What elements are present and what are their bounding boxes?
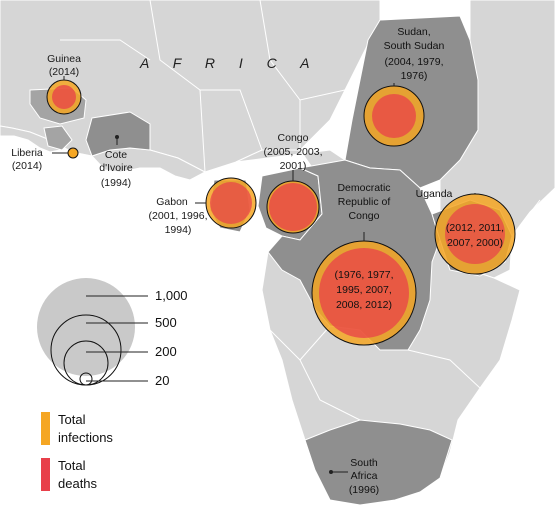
label-guinea-country: Guinea: [47, 53, 81, 65]
legend-swatch-infections: [41, 412, 50, 445]
label-drc-years-2: 1995, 2007,: [336, 284, 391, 296]
legend-infections-line2: infections: [58, 430, 113, 445]
legend-infections-line1: Total: [58, 412, 86, 427]
color-legend: Total infections Total deaths: [41, 412, 113, 491]
legend-deaths-line2: deaths: [58, 476, 98, 491]
label-south-africa-line1: South: [350, 457, 378, 469]
label-south-africa-years: (1996): [349, 484, 379, 496]
label-liberia-years: (2014): [12, 160, 42, 172]
label-drc-line3: Congo: [349, 210, 380, 222]
country-liberia: [43, 125, 73, 151]
bubble-deaths-guinea: [52, 85, 76, 109]
legend-value-200: 200: [155, 344, 177, 359]
label-cote-line2: d'Ivoire: [99, 162, 133, 174]
label-south-africa-line2: Africa: [351, 470, 378, 482]
label-drc-line1: Democratic: [337, 182, 390, 194]
land-guinea-coast: [0, 125, 62, 153]
internal-borders: [60, 0, 541, 421]
bubble-infections-liberia: [68, 148, 78, 158]
label-drc-years-3: 2008, 2012): [336, 299, 392, 311]
label-sudan-years-2: 1976): [401, 70, 428, 82]
legend-value-1000: 1,000: [155, 288, 188, 303]
label-congo-country: Congo: [278, 132, 309, 144]
border-line: [511, 199, 541, 237]
label-uganda-years-1: (2012, 2011,: [446, 222, 504, 234]
label-cote-years: (1994): [101, 177, 131, 189]
legend-deaths-line1: Total: [58, 458, 86, 473]
legend-circle-1000: [37, 278, 135, 376]
legend-swatch-deaths: [41, 458, 50, 491]
border-line: [407, 349, 481, 389]
bubble-deaths-sudan: [372, 94, 416, 138]
bubble-deaths-gabon: [210, 182, 252, 224]
label-sudan-years-1: (2004, 1979,: [385, 56, 444, 68]
border-line: [269, 329, 301, 361]
label-congo-years-1: (2005, 2003,: [264, 146, 323, 158]
bubble-deaths-uganda: [445, 204, 505, 264]
country-labels: Guinea (2014) Liberia (2014) Cote d'Ivoi…: [11, 26, 504, 496]
border-line: [259, 0, 346, 101]
country-cote-divoire: [85, 111, 151, 157]
label-uganda-country: Uganda: [416, 188, 453, 200]
region-label-africa: A F R I C A: [139, 55, 320, 71]
label-gabon-years-2: 1994): [165, 224, 192, 236]
border-line: [299, 325, 361, 421]
bubble-deaths-congo: [269, 183, 317, 231]
legend-circle-20: [79, 372, 93, 386]
label-guinea-years: (2014): [49, 66, 79, 78]
label-uganda-years-2: 2007, 2000): [447, 237, 503, 249]
border-line: [60, 39, 151, 61]
marker-south-africa: [329, 470, 333, 474]
marker-cote-divoire: [115, 135, 119, 139]
label-congo-years-2: 2001): [280, 160, 307, 172]
label-liberia-country: Liberia: [11, 147, 43, 159]
label-cote-line1: Cote: [105, 149, 127, 161]
label-sudan-line1: Sudan,: [397, 26, 430, 38]
label-drc-line2: Republic of: [338, 196, 391, 208]
label-gabon-years-1: (2001, 1996,: [149, 210, 208, 222]
legend-value-20: 20: [155, 373, 169, 388]
label-sudan-line2: South Sudan: [384, 40, 445, 52]
label-drc-years-1: (1976, 1977,: [335, 269, 394, 281]
label-gabon-country: Gabon: [156, 196, 188, 208]
size-legend: 1,000 500 200 20: [37, 278, 188, 388]
bubble-deaths-drc: [319, 248, 409, 338]
legend-value-500: 500: [155, 315, 177, 330]
border-line: [199, 89, 206, 173]
